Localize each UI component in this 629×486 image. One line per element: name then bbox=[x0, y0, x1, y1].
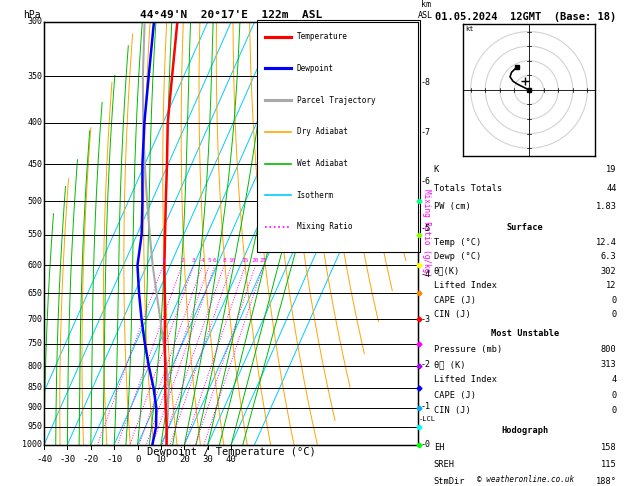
Text: Lifted Index: Lifted Index bbox=[434, 376, 497, 384]
Text: EH: EH bbox=[434, 443, 444, 452]
Text: 950: 950 bbox=[27, 422, 42, 431]
Text: 4: 4 bbox=[201, 258, 204, 263]
Text: 0: 0 bbox=[611, 391, 616, 400]
Text: -10: -10 bbox=[106, 455, 122, 464]
X-axis label: Dewpoint / Temperature (°C): Dewpoint / Temperature (°C) bbox=[147, 448, 316, 457]
Text: 650: 650 bbox=[27, 289, 42, 298]
Text: 800: 800 bbox=[27, 362, 42, 371]
Text: 1000: 1000 bbox=[22, 440, 42, 449]
Text: 5: 5 bbox=[208, 258, 211, 263]
Text: 302: 302 bbox=[601, 267, 616, 276]
Text: Mixing Ratio (g/kg): Mixing Ratio (g/kg) bbox=[422, 190, 431, 277]
Text: Hodograph: Hodograph bbox=[501, 426, 549, 435]
Text: Surface: Surface bbox=[507, 223, 543, 232]
Text: Dewpoint: Dewpoint bbox=[297, 64, 333, 73]
Text: 1.83: 1.83 bbox=[596, 203, 616, 211]
Text: 0: 0 bbox=[611, 296, 616, 305]
Text: Temperature: Temperature bbox=[297, 32, 348, 41]
Text: 40: 40 bbox=[226, 455, 237, 464]
Text: Most Unstable: Most Unstable bbox=[491, 330, 559, 338]
Text: Dry Adiabat: Dry Adiabat bbox=[297, 127, 348, 136]
Text: Wet Adiabat: Wet Adiabat bbox=[297, 159, 348, 168]
Text: 850: 850 bbox=[27, 383, 42, 392]
Text: 300: 300 bbox=[27, 17, 42, 26]
Text: 25: 25 bbox=[260, 258, 267, 263]
Text: 6.3: 6.3 bbox=[601, 252, 616, 261]
Text: 350: 350 bbox=[27, 71, 42, 81]
Text: 188°: 188° bbox=[596, 477, 616, 486]
Text: CIN (J): CIN (J) bbox=[434, 311, 470, 319]
Text: 800: 800 bbox=[601, 345, 616, 354]
Text: -8: -8 bbox=[420, 78, 430, 87]
Text: 750: 750 bbox=[27, 339, 42, 348]
Text: 0: 0 bbox=[135, 455, 140, 464]
Text: 158: 158 bbox=[601, 443, 616, 452]
Text: Mixing Ratio: Mixing Ratio bbox=[297, 223, 352, 231]
Text: -7: -7 bbox=[420, 128, 430, 137]
Text: -1: -1 bbox=[420, 402, 430, 412]
Text: 115: 115 bbox=[601, 460, 616, 469]
Text: 10: 10 bbox=[155, 455, 166, 464]
Text: -4: -4 bbox=[420, 270, 430, 279]
Text: 4: 4 bbox=[611, 376, 616, 384]
Text: 15: 15 bbox=[242, 258, 249, 263]
Text: 3: 3 bbox=[192, 258, 196, 263]
Text: PW (cm): PW (cm) bbox=[434, 203, 470, 211]
Text: -6: -6 bbox=[420, 176, 430, 186]
Text: 30: 30 bbox=[203, 455, 213, 464]
Text: Temp (°C): Temp (°C) bbox=[434, 238, 481, 246]
Text: CAPE (J): CAPE (J) bbox=[434, 296, 476, 305]
Text: 6: 6 bbox=[213, 258, 217, 263]
Text: θᴇ(K): θᴇ(K) bbox=[434, 267, 460, 276]
Text: 313: 313 bbox=[601, 360, 616, 369]
Text: 10: 10 bbox=[228, 258, 235, 263]
Text: -3: -3 bbox=[420, 315, 430, 325]
Text: -30: -30 bbox=[59, 455, 75, 464]
Text: 12: 12 bbox=[606, 281, 616, 290]
Text: hPa: hPa bbox=[23, 10, 41, 20]
Text: 20: 20 bbox=[252, 258, 259, 263]
Text: Isotherm: Isotherm bbox=[297, 191, 333, 200]
Text: 1: 1 bbox=[161, 258, 165, 263]
Text: θᴇ (K): θᴇ (K) bbox=[434, 360, 465, 369]
Text: © weatheronline.co.uk: © weatheronline.co.uk bbox=[477, 474, 574, 484]
Text: 600: 600 bbox=[27, 261, 42, 270]
Text: 900: 900 bbox=[27, 403, 42, 412]
Text: 500: 500 bbox=[27, 197, 42, 206]
Text: Lifted Index: Lifted Index bbox=[434, 281, 497, 290]
Text: K: K bbox=[434, 165, 439, 174]
Text: Totals Totals: Totals Totals bbox=[434, 184, 502, 193]
Text: 450: 450 bbox=[27, 160, 42, 169]
Text: 44: 44 bbox=[606, 184, 616, 193]
Title: 44°49'N  20°17'E  122m  ASL: 44°49'N 20°17'E 122m ASL bbox=[140, 10, 322, 20]
Text: km
ASL: km ASL bbox=[418, 0, 433, 20]
Text: Pressure (mb): Pressure (mb) bbox=[434, 345, 502, 354]
Text: Dewp (°C): Dewp (°C) bbox=[434, 252, 481, 261]
Text: CIN (J): CIN (J) bbox=[434, 406, 470, 415]
Text: -5: -5 bbox=[420, 224, 430, 233]
Text: 700: 700 bbox=[27, 315, 42, 324]
Text: 8: 8 bbox=[222, 258, 226, 263]
Text: 2: 2 bbox=[180, 258, 184, 263]
Text: -LCL: -LCL bbox=[419, 416, 436, 422]
Text: StmDir: StmDir bbox=[434, 477, 465, 486]
Text: 19: 19 bbox=[606, 165, 616, 174]
Text: -20: -20 bbox=[83, 455, 99, 464]
Text: Parcel Trajectory: Parcel Trajectory bbox=[297, 96, 376, 104]
Text: -2: -2 bbox=[420, 360, 430, 368]
Text: 20: 20 bbox=[179, 455, 190, 464]
Text: 0: 0 bbox=[611, 406, 616, 415]
Bar bbox=[257, 20, 420, 252]
Text: 400: 400 bbox=[27, 119, 42, 127]
Text: kt: kt bbox=[465, 26, 474, 32]
Text: SREH: SREH bbox=[434, 460, 455, 469]
Text: 550: 550 bbox=[27, 230, 42, 239]
Text: 01.05.2024  12GMT  (Base: 18): 01.05.2024 12GMT (Base: 18) bbox=[435, 12, 616, 22]
Text: -40: -40 bbox=[36, 455, 52, 464]
Text: -0: -0 bbox=[420, 440, 430, 449]
Text: 0: 0 bbox=[611, 311, 616, 319]
Text: CAPE (J): CAPE (J) bbox=[434, 391, 476, 400]
Text: 12.4: 12.4 bbox=[596, 238, 616, 246]
